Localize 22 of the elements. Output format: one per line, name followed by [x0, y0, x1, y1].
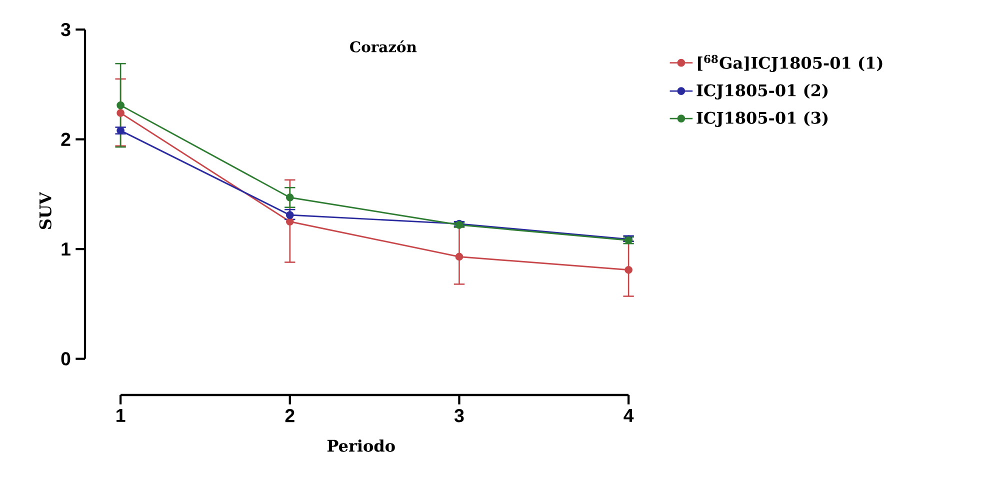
y-axis-title: SUV [39, 192, 52, 230]
y-tick-label: 1 [62, 242, 70, 256]
point [624, 266, 632, 274]
text: Corazón [350, 40, 417, 52]
x-tick-label: 2 [285, 409, 294, 422]
point [286, 218, 294, 226]
y-tick-label: 3 [60, 22, 70, 36]
x-axis-title: Periodo [327, 439, 395, 452]
point [286, 194, 294, 202]
point [286, 211, 294, 219]
legend-label: ICJ1805-01 (3) [696, 111, 828, 127]
point [116, 126, 124, 134]
point [455, 252, 464, 261]
legend-label: [$^{68}$Ga]ICJ1805-01 (1) [698, 54, 882, 72]
x-tick-label: 3 [454, 409, 464, 422]
legend-label: ICJ1805-01 (2) [696, 84, 828, 100]
y-tick-label: 2 [61, 132, 70, 146]
y-tick-label: 0 [61, 352, 70, 366]
x-tick-label: 1 [116, 409, 126, 422]
x-tick-label: 4 [624, 409, 634, 422]
point [116, 101, 124, 110]
point [116, 109, 124, 117]
